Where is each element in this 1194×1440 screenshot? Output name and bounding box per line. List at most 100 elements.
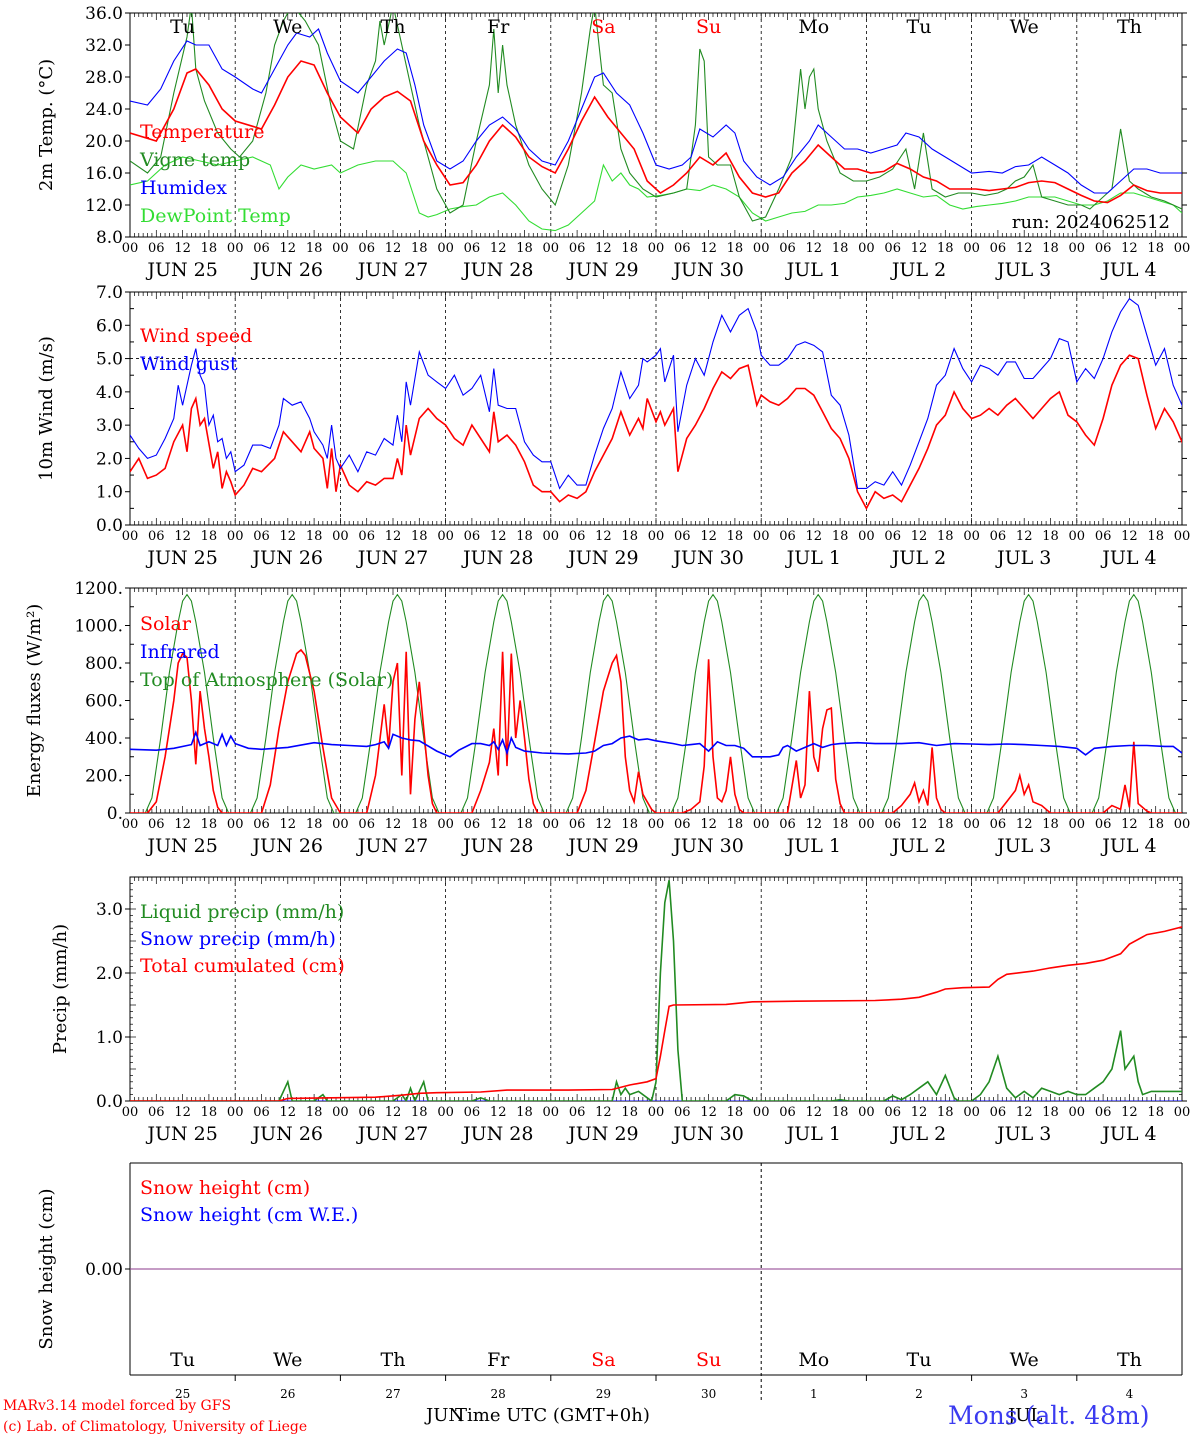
hour-tick-label: 00 — [122, 529, 139, 544]
hour-tick-label: 00 — [227, 241, 244, 256]
hour-tick-label: 06 — [464, 817, 481, 832]
y-axis-title: Precip (mm/h) — [50, 924, 71, 1054]
y-tick-label: 0. — [107, 804, 123, 824]
date-label: JUN 29 — [566, 1123, 638, 1145]
hour-tick-label: 12 — [806, 529, 823, 544]
y-tick-label: 16.0 — [85, 164, 123, 184]
station-name: Mons — [948, 1401, 1018, 1430]
hour-tick-label: 12 — [385, 1105, 402, 1120]
y-tick-label: 3.0 — [96, 900, 123, 920]
hour-tick-label: 06 — [990, 817, 1007, 832]
y-tick-label: 6.0 — [96, 316, 123, 336]
hour-tick-label: 12 — [1016, 817, 1033, 832]
hour-tick-label: 00 — [122, 817, 139, 832]
hour-tick-label: 00 — [858, 241, 875, 256]
day-number-label: 1 — [810, 1387, 818, 1401]
y-tick-label: 3.0 — [96, 416, 123, 436]
date-label: JUN 28 — [461, 259, 533, 281]
hour-tick-label: 06 — [779, 529, 796, 544]
hour-tick-label: 06 — [253, 1105, 270, 1120]
hour-tick-label: 18 — [727, 817, 744, 832]
date-label: JUN 25 — [145, 835, 217, 857]
hour-tick-label: 00 — [858, 1105, 875, 1120]
hour-tick-label: 18 — [306, 817, 323, 832]
hour-tick-label: 00 — [543, 241, 560, 256]
hour-tick-label: 18 — [516, 1105, 533, 1120]
weekday-label: We — [273, 16, 302, 38]
hour-tick-label: 18 — [516, 817, 533, 832]
date-label: JUN 27 — [356, 1123, 428, 1145]
hour-tick-label: 18 — [306, 1105, 323, 1120]
weekday-label: Sa — [591, 16, 615, 38]
hour-tick-label: 00 — [963, 529, 980, 544]
date-label: JUN 25 — [145, 547, 217, 569]
hour-tick-label: 06 — [674, 1105, 691, 1120]
date-label: JUL 1 — [785, 1123, 841, 1145]
series-line-solar — [130, 648, 1182, 813]
day-number-label: 27 — [385, 1387, 400, 1401]
hour-tick-label: 06 — [779, 817, 796, 832]
date-label: JUN 28 — [461, 1123, 533, 1145]
hour-tick-label: 18 — [1042, 241, 1059, 256]
weekday-label: Th — [381, 1349, 406, 1371]
date-label: JUN 30 — [671, 1123, 743, 1145]
hour-tick-label: 18 — [621, 529, 638, 544]
hour-tick-label: 18 — [727, 241, 744, 256]
y-tick-label: 1200. — [74, 579, 123, 599]
hour-tick-label: 00 — [437, 817, 454, 832]
date-label: JUL 1 — [785, 835, 841, 857]
legend-entry: Snow height (cm W.E.) — [140, 1204, 358, 1226]
hour-tick-label: 00 — [753, 1105, 770, 1120]
day-number-label: 28 — [491, 1387, 506, 1401]
legend-entry: DewPoint Temp — [140, 205, 291, 227]
hour-tick-label: 00 — [753, 817, 770, 832]
hour-tick-label: 00 — [332, 529, 349, 544]
hour-tick-label: 00 — [1174, 529, 1191, 544]
hour-tick-label: 06 — [253, 529, 270, 544]
hour-tick-label: 06 — [1095, 817, 1112, 832]
hour-tick-label: 06 — [674, 241, 691, 256]
hour-tick-label: 00 — [122, 1105, 139, 1120]
x-axis-title: Time UTC (GMT+0h) — [455, 1405, 650, 1426]
hour-tick-label: 06 — [358, 1105, 375, 1120]
hour-tick-label: 12 — [911, 817, 928, 832]
hour-tick-label: 18 — [1042, 529, 1059, 544]
series-line-top-of-atmosphere-solar- — [144, 593, 1176, 813]
legend-entry: Total cumulated (cm) — [140, 955, 345, 977]
series-line-total-cumulated-cm- — [130, 926, 1182, 1101]
y-axis-title: 2m Temp. (°C) — [36, 59, 57, 191]
hour-tick-label: 12 — [911, 1105, 928, 1120]
lab-credit: (c) Lab. of Climatology, University of L… — [3, 1419, 308, 1435]
hour-tick-label: 18 — [727, 529, 744, 544]
date-label: JUN 30 — [671, 259, 743, 281]
y-tick-label: 400. — [85, 729, 123, 749]
weekday-label: Sa — [591, 1349, 615, 1371]
legend-entry: Snow height (cm) — [140, 1177, 310, 1199]
hour-tick-label: 12 — [700, 241, 717, 256]
legend-entry: Solar — [140, 613, 192, 635]
weekday-label: Tu — [907, 1349, 932, 1371]
legend-entry: Infrared — [140, 641, 220, 663]
hour-tick-label: 18 — [621, 1105, 638, 1120]
hour-tick-label: 18 — [621, 817, 638, 832]
hour-tick-label: 12 — [280, 529, 297, 544]
hour-tick-label: 00 — [753, 241, 770, 256]
hour-tick-label: 12 — [174, 241, 191, 256]
hour-tick-label: 12 — [490, 817, 507, 832]
hour-tick-label: 12 — [490, 529, 507, 544]
hour-tick-label: 00 — [648, 1105, 665, 1120]
hour-tick-label: 00 — [753, 529, 770, 544]
hour-tick-label: 06 — [990, 529, 1007, 544]
series-line-liquid-precip-mm-h- — [130, 880, 1182, 1101]
hour-tick-label: 00 — [858, 529, 875, 544]
day-number-label: 4 — [1126, 1387, 1134, 1401]
hour-tick-label: 06 — [464, 241, 481, 256]
hour-tick-label: 00 — [543, 529, 560, 544]
hour-tick-label: 12 — [490, 241, 507, 256]
hour-tick-label: 06 — [464, 1105, 481, 1120]
model-credit: MARv3.14 model forced by GFS — [3, 1398, 232, 1414]
panel-3: 00 06 12 18 00 06 12 18 00 06 12 18 00 06 12 18 00 06 12 18… — [24, 579, 1190, 857]
series-line-temperature — [130, 60, 1182, 204]
hour-tick-label: 00 — [963, 1105, 980, 1120]
hour-tick-label: 00 — [858, 817, 875, 832]
